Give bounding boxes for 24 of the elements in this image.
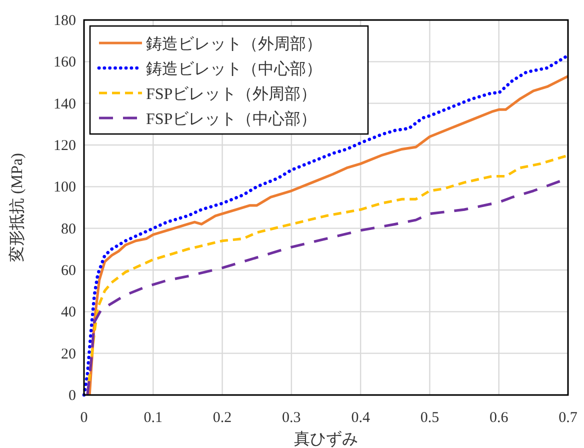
y-tick-label: 80 bbox=[61, 221, 76, 238]
y-tick-label: 0 bbox=[68, 388, 76, 404]
x-tick-label: 0.6 bbox=[489, 410, 509, 426]
x-tick-label: 0 bbox=[80, 410, 88, 426]
x-axis-title: 真ひずみ bbox=[294, 430, 358, 448]
y-tick-label: 120 bbox=[54, 138, 76, 154]
y-tick-label: 180 bbox=[54, 13, 76, 29]
y-axis-title: 変形抵抗 (MPa) bbox=[8, 153, 26, 262]
x-tick-label: 0.7 bbox=[558, 410, 578, 426]
y-tick-label: 20 bbox=[61, 346, 76, 362]
legend-label: 鋳造ビレット（中心部） bbox=[146, 60, 322, 78]
y-tick-label: 160 bbox=[54, 54, 76, 71]
x-tick-label: 0.5 bbox=[420, 410, 440, 426]
legend-label: 鋳造ビレット（外周部） bbox=[146, 35, 322, 53]
x-tick-label: 0.2 bbox=[212, 410, 232, 426]
y-tick-label: 140 bbox=[54, 96, 76, 112]
x-tick-label: 0.4 bbox=[351, 410, 370, 426]
y-tick-label: 60 bbox=[61, 263, 76, 279]
y-tick-label: 100 bbox=[54, 180, 76, 196]
x-tick-label: 0.3 bbox=[282, 410, 301, 426]
x-tick-label: 0.1 bbox=[144, 410, 163, 426]
y-tick-label: 40 bbox=[61, 304, 76, 321]
legend-label: FSPビレット（外周部） bbox=[146, 85, 317, 103]
legend-label: FSPビレット（中心部） bbox=[146, 110, 317, 128]
